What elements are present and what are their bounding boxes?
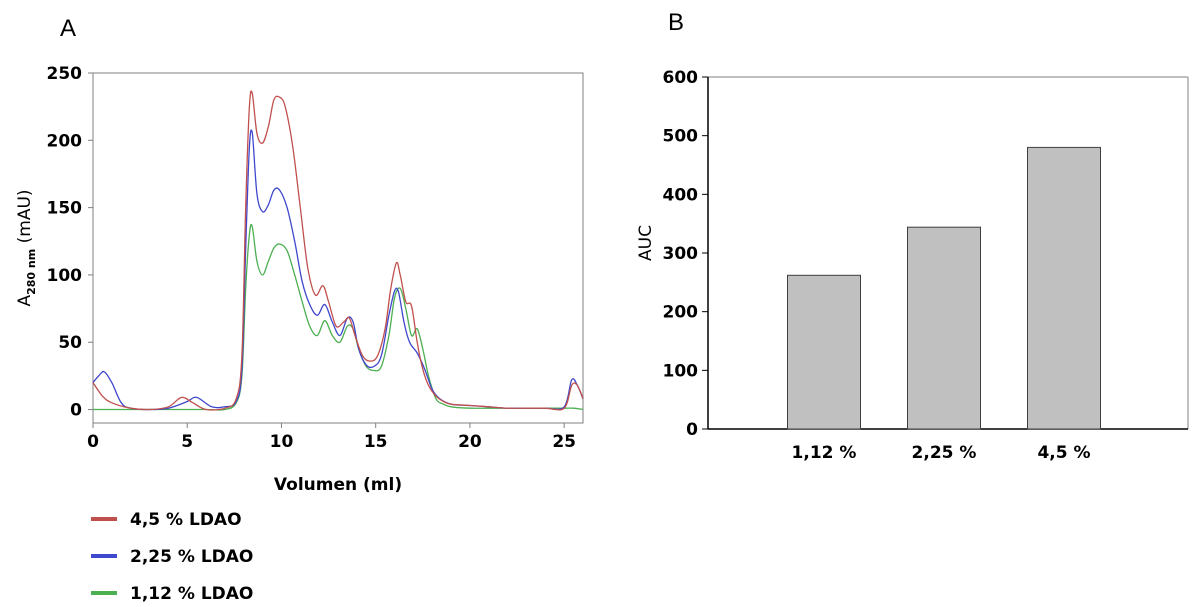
legend-label-2: 2,25 % LDAO [130,547,253,567]
auc-y-tick-label: 500 [663,127,699,147]
chromatogram-x-axis-title: Volumen (ml) [274,475,402,495]
panel-label-a: A [60,15,76,42]
svg-text:A280 nm (mAU): A280 nm (mAU) [15,189,38,306]
auc-y-tick-label: 600 [663,68,699,88]
auc-x-tick-label: 1,12 % [792,443,857,463]
series-line-1 [92,90,584,411]
chromatogram-plot-frame [92,72,584,424]
auc-x-tick-label: 4,5 % [1037,443,1090,463]
y-title-suffix: (mAU) [15,189,35,248]
x-tick-label: 15 [364,432,388,452]
y-tick-label: 50 [58,333,82,353]
auc-x-ticks: 1,12 % 2,25 % 4,5 % [792,443,1091,463]
auc-y-tick-label: 0 [686,420,698,440]
auc-y-tick-label: 100 [663,361,699,381]
y-tick-label: 150 [47,199,83,219]
chromatogram-legend: 4,5 % LDAO 2,25 % LDAO 1,12 % LDAO [91,510,253,604]
panel-label-b: B [668,9,684,36]
auc-y-tick-label: 300 [663,244,699,264]
auc-y-axis-title: AUC [636,225,656,261]
chromatogram-y-ticks: 0 50 100 150 200 250 [47,64,93,421]
chromatogram-panel: A 0 5 10 15 20 25 0 50 100 150 200 250 Volumen (ml… [15,15,584,604]
x-tick-label: 0 [87,432,99,452]
auc-y-tick-label: 400 [663,185,699,205]
y-title-main: A [15,295,35,307]
x-tick-label: 5 [181,432,193,452]
x-tick-label: 25 [552,432,576,452]
series-line-2 [92,129,584,411]
x-tick-label: 10 [270,432,294,452]
x-tick-label: 20 [458,432,482,452]
y-tick-label: 250 [47,64,83,84]
auc-bar [787,274,861,430]
chromatogram-lines [92,90,584,411]
auc-bar [1027,146,1101,430]
legend-label-3: 1,12 % LDAO [130,584,253,604]
legend-label-1: 4,5 % LDAO [130,510,242,530]
series-line-3 [92,223,584,411]
chromatogram-y-axis-title: A280 nm (mAU) [15,189,38,306]
chromatogram-x-ticks: 0 5 10 15 20 25 [87,423,576,452]
auc-bars [787,146,1101,430]
auc-x-tick-label: 2,25 % [912,443,977,463]
auc-bar [907,226,981,430]
y-title-subscript: 280 nm [25,249,38,295]
y-tick-label: 200 [47,131,83,151]
auc-y-tick-label: 200 [663,303,699,323]
y-tick-label: 0 [70,401,82,421]
auc-y-ticks: 0 100 200 300 400 500 600 [663,68,708,440]
y-tick-label: 100 [47,266,83,286]
